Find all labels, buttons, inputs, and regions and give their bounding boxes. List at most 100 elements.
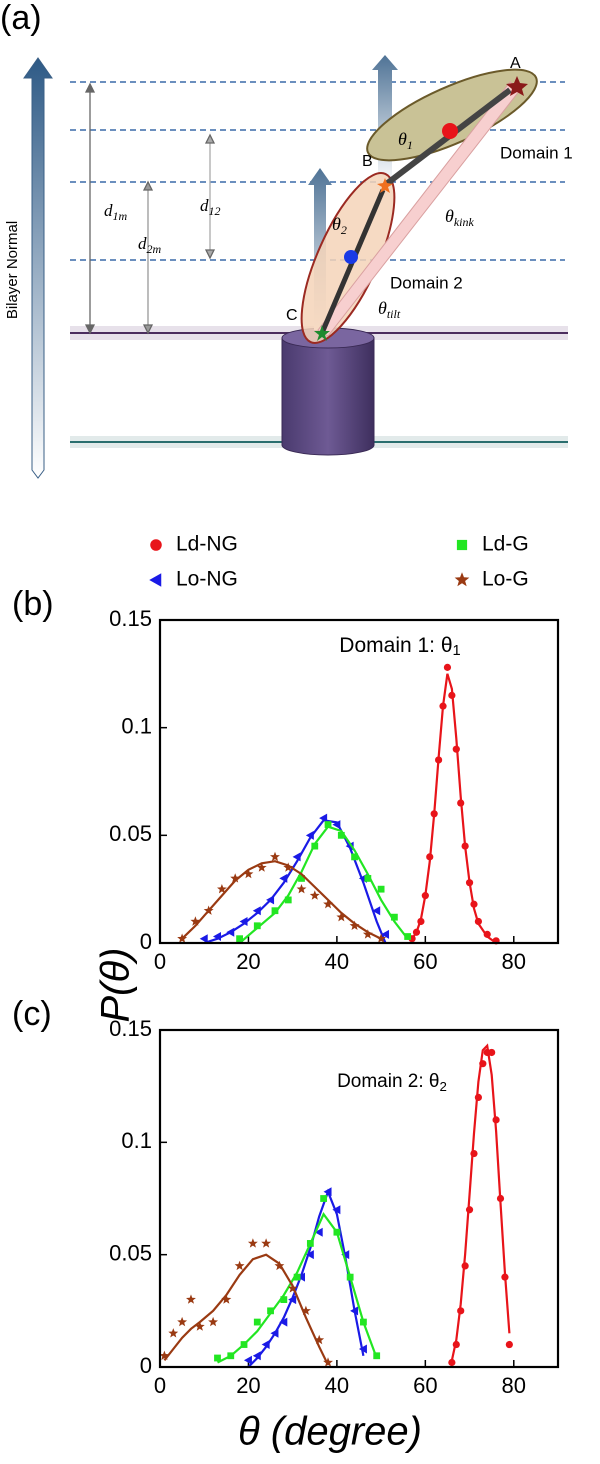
subscript: 12 [209,204,221,218]
point-a [506,76,528,96]
x-tick-label: 0 [154,949,166,974]
distance-arrows [84,82,216,335]
point [341,1250,350,1260]
point [332,1205,341,1215]
point [261,1238,272,1248]
fit-line [411,673,497,944]
y-axis-label: P(θ) [94,947,138,1022]
symbol: θ [332,214,341,234]
normal-arrow [23,57,53,479]
point [404,933,412,940]
point [461,1262,469,1270]
point [297,1272,306,1282]
point [280,1296,288,1303]
center [344,250,358,264]
x-tick-label: 80 [502,1373,526,1398]
subscript: 1m [113,209,128,223]
point [194,1321,205,1331]
point [227,1352,235,1360]
point-label: C [286,307,298,324]
point [270,851,280,862]
point [279,1317,288,1327]
x-tick-label: 60 [413,1373,437,1398]
x-tick-label: 40 [325,1373,349,1398]
point [236,935,243,943]
legend-marker [454,572,470,587]
y-tick-label: 0 [140,929,152,954]
chart-title: Domain 1: θ1 [339,634,460,659]
point [349,920,360,930]
point [274,1260,285,1271]
point [253,922,261,930]
y-tick-label: 0.1 [121,1128,152,1153]
point [221,1294,232,1304]
fit-line [163,1253,329,1366]
point-c [314,325,330,341]
point [309,890,320,900]
point [190,916,201,926]
point [292,852,301,862]
plot-frame [158,618,560,945]
subscript: tilt [387,307,401,321]
point [240,1341,248,1348]
point [226,927,235,937]
point [350,1306,359,1316]
legend-label: Ld-NG [176,533,238,556]
point [483,930,491,938]
point [159,1350,170,1360]
point [412,928,421,936]
legend-marker [149,573,162,587]
point [243,868,254,879]
angle-label: θ2 [332,214,347,237]
point [208,1316,218,1327]
point [296,884,307,894]
point [293,1273,301,1281]
point [426,853,434,861]
symbol: d [138,234,147,253]
point [417,917,425,926]
point [288,1295,297,1305]
title-subscript: 1 [453,643,461,659]
axis-label: Bilayer Normal [4,221,21,319]
point [390,913,398,921]
point [461,842,469,850]
point [360,1318,367,1326]
x-tick-label: 60 [413,949,437,974]
title-text: Domain 1: θ [339,634,452,657]
point [465,1206,474,1214]
distance-label: d2m [138,234,162,256]
x-tick-label: 20 [236,949,260,974]
point [456,539,468,551]
point [488,1048,496,1057]
fit-line [238,825,409,944]
point [314,1334,325,1345]
point [283,862,294,872]
center [442,123,458,139]
y-tick-label: 0.05 [109,1240,152,1265]
point [337,831,345,839]
point [177,933,188,943]
fit-line [247,1188,365,1368]
point [261,1340,270,1350]
distance-label: d1m [104,201,128,223]
point [186,1294,196,1304]
point [323,899,333,909]
point [452,745,460,753]
point [439,702,447,710]
panel-label: (b) [12,585,54,623]
point [376,933,387,943]
point [457,799,465,807]
point [256,862,267,872]
fit-line [181,860,382,940]
point [358,1344,367,1354]
point [501,1273,509,1281]
point [217,884,227,894]
point [421,892,429,900]
x-tick-label: 20 [236,1373,260,1398]
point [377,885,385,893]
point [284,896,292,904]
symbol: d [200,196,209,215]
fit-line [203,819,387,945]
point [430,810,438,818]
title-subscript: 2 [440,1079,447,1094]
